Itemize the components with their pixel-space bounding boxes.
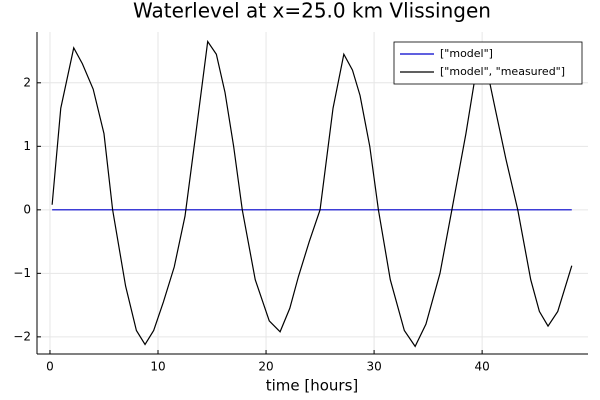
x-axis-label: time [hours]: [266, 377, 359, 395]
legend-box: [393, 41, 583, 85]
x-tick-label: 0: [46, 360, 54, 374]
x-tick-label: 10: [150, 360, 165, 374]
y-tick-label: 0: [23, 202, 31, 216]
y-tick-label: −1: [13, 266, 31, 280]
x-tick-label: 30: [366, 360, 381, 374]
y-tick-label: 1: [23, 139, 31, 153]
legend-label: ["model", "measured"]: [440, 65, 565, 78]
y-tick-label: 2: [23, 75, 31, 89]
chart-title: Waterlevel at x=25.0 km Vlissingen: [133, 0, 491, 23]
data-line: [51, 39, 573, 348]
legend-label: ["model"]: [440, 47, 493, 60]
y-tick-label: −2: [13, 329, 31, 343]
x-tick-label: 20: [258, 360, 273, 374]
x-tick-label: 40: [474, 360, 489, 374]
